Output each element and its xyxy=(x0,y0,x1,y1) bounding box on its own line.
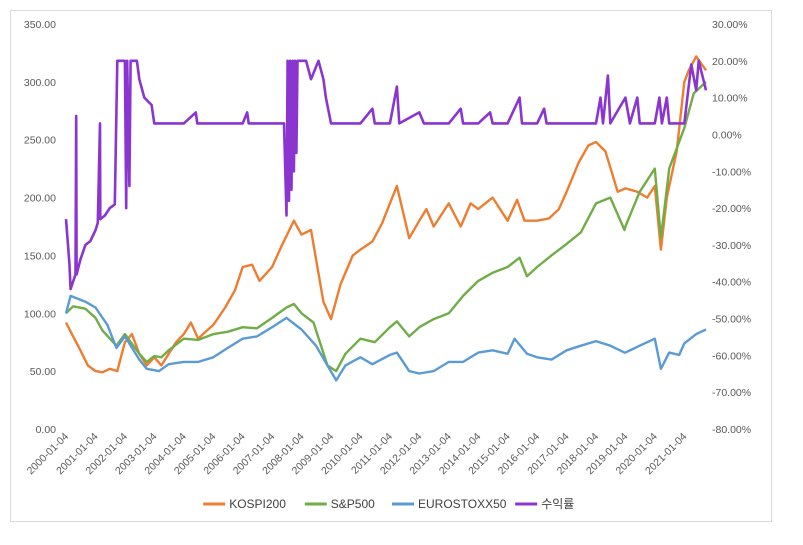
plot-area xyxy=(64,55,708,382)
y-left-tick-label: 300.00 xyxy=(24,77,56,89)
series-line-1 xyxy=(65,81,707,373)
legend: KOSPI200 S&P500 EUROSTOXX50 수익률 xyxy=(203,497,574,511)
y-right-tick-label: -60.00% xyxy=(712,350,751,362)
series-line-3 xyxy=(64,59,708,291)
y-left-tick-label: 150.00 xyxy=(24,250,56,262)
y-left-tick-label: 50.00 xyxy=(30,366,56,378)
legend-label: EUROSTOXX50 xyxy=(418,497,507,511)
legend-label: KOSPI200 xyxy=(229,497,286,511)
y-left-tick-label: 0.00 xyxy=(36,424,57,436)
legend-label: 수익률 xyxy=(541,497,574,511)
y-right-tick-label: 30.00% xyxy=(712,19,748,31)
y-left-tick-label: 100.00 xyxy=(24,308,56,320)
y-right-tick-label: -20.00% xyxy=(712,203,751,215)
y-right-tick-label: 20.00% xyxy=(712,56,748,68)
y-left-tick-label: 200.00 xyxy=(24,193,56,205)
series-line-2 xyxy=(64,294,707,382)
y-right-tick-label: -10.00% xyxy=(712,166,751,178)
line-chart: 0.00 50.00 100.00 150.00 200.00 250.00 300.00 3… xyxy=(24,19,751,511)
x-axis: 2000-01-042001-01-042002-01-042003-01-04… xyxy=(25,431,690,478)
chart-area: 0.00 50.00 100.00 150.00 200.00 250.00 300.00 3… xyxy=(10,10,772,522)
y-right-tick-label: -70.00% xyxy=(712,387,751,399)
y-right-tick-label: 0.00% xyxy=(712,129,742,141)
y-right-tick-label: -30.00% xyxy=(712,240,751,252)
y-left-tick-label: 250.00 xyxy=(24,135,56,147)
y-right-tick-label: -50.00% xyxy=(712,314,751,326)
legend-label: S&P500 xyxy=(331,497,375,511)
y-axis-left: 0.00 50.00 100.00 150.00 200.00 250.00 300.00 3… xyxy=(24,19,56,436)
y-right-tick-label: 10.00% xyxy=(712,93,748,105)
y-axis-right: -80.00% -70.00% -60.00% -50.00% -40.00% -30.0… xyxy=(712,19,751,436)
y-left-tick-label: 350.00 xyxy=(24,19,56,31)
series-line-0 xyxy=(64,55,707,374)
y-right-tick-label: -80.00% xyxy=(712,424,751,436)
y-right-tick-label: -40.00% xyxy=(712,277,751,289)
